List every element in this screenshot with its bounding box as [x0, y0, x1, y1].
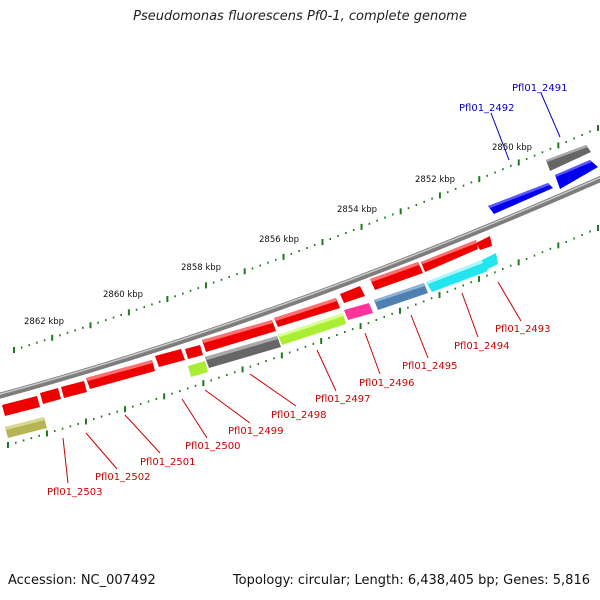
kbp-ruler-upper [13, 125, 599, 353]
gray-feature-forward [546, 145, 591, 171]
magenta-feature [344, 303, 373, 320]
gene-label[interactable]: Pfl01_2496 [359, 378, 415, 389]
gene-label[interactable]: Pfl01_2499 [228, 426, 284, 437]
reverse-strand-features [2, 236, 498, 438]
lime-feature [278, 313, 346, 345]
gene-label[interactable]: Pfl01_2494 [454, 341, 510, 352]
accession-text: Accession: NC_007492 [8, 573, 156, 588]
gene-feature-pfl01-2499[interactable] [185, 345, 203, 359]
gene-feature-pfl01-2502[interactable] [61, 381, 87, 398]
genome-backbone [0, 175, 600, 399]
kbp-label: 2862 kbp [24, 317, 64, 327]
gene-feature-pfl01-2496[interactable] [340, 286, 365, 303]
gray-feature-reverse [205, 336, 281, 368]
kbp-label: 2850 kbp [492, 143, 532, 153]
cyan-feature [426, 260, 488, 292]
kbp-label: 2858 kbp [181, 263, 221, 273]
gene-feature-pfl01-2492[interactable] [488, 183, 553, 214]
gene-label[interactable]: Pfl01_2492 [459, 103, 515, 114]
gene-label[interactable]: Pfl01_2502 [95, 472, 151, 483]
kbp-label: 2852 kbp [415, 175, 455, 185]
map-title: Pseudomonas fluorescens Pf0-1, complete … [133, 9, 467, 24]
gene-feature-left-edge [2, 396, 40, 416]
olive-feature [5, 417, 47, 438]
gene-label[interactable]: Pfl01_2501 [140, 457, 196, 468]
gene-feature-pfl01-2500[interactable] [155, 349, 185, 367]
forward-strand-features [488, 145, 598, 214]
kbp-label: 2860 kbp [103, 290, 143, 300]
genome-summary-text: Topology: circular; Length: 6,438,405 bp… [232, 573, 590, 588]
gene-label[interactable]: Pfl01_2503 [47, 487, 103, 498]
gene-feature-pfl01-2493[interactable] [476, 236, 492, 250]
gene-label[interactable]: Pfl01_2495 [402, 361, 458, 372]
cyan-feature-small [482, 253, 498, 270]
gene-feature-pfl01-2498[interactable] [202, 320, 276, 352]
kbp-label: 2854 kbp [337, 205, 377, 215]
gene-feature-pfl01-2495[interactable] [370, 262, 423, 290]
gene-label[interactable]: Pfl01_2498 [271, 410, 327, 421]
gene-feature-pfl01-2501[interactable] [86, 360, 155, 389]
gene-feature-pfl01-2503[interactable] [40, 388, 61, 404]
steelblue-feature [374, 283, 428, 310]
gene-label[interactable]: Pfl01_2500 [185, 441, 241, 452]
gene-label[interactable]: Pfl01_2497 [315, 394, 371, 405]
label-connectors [62, 92, 561, 484]
kbp-ruler-lower [7, 225, 599, 448]
gene-feature-pfl01-2491[interactable] [555, 160, 598, 189]
lime-feature-small [188, 361, 208, 377]
gene-label[interactable]: Pfl01_2493 [495, 324, 551, 335]
kbp-label: 2856 kbp [259, 235, 299, 245]
gene-label[interactable]: Pfl01_2491 [512, 83, 568, 94]
